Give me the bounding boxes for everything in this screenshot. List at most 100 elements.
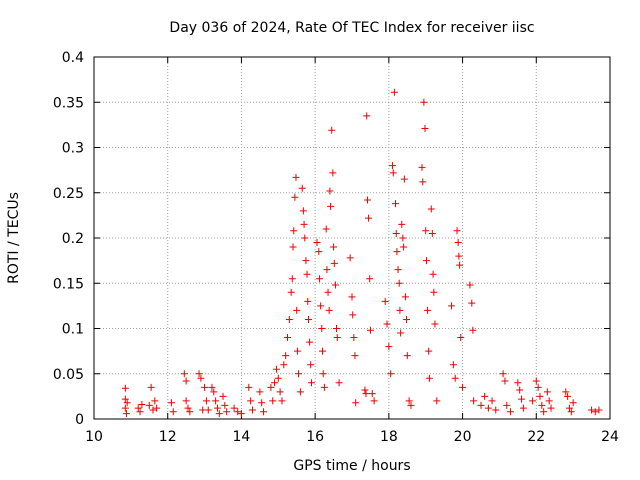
data-point [267,383,275,391]
data-point [393,248,401,256]
data-point [361,386,369,394]
data-point [324,288,332,296]
data-point [506,408,514,416]
data-point [538,401,546,409]
data-point [430,288,438,296]
data-point [468,299,476,307]
x-tick-label: 16 [306,429,324,445]
data-point [301,234,309,242]
data-point [514,379,522,387]
data-point [303,270,311,278]
data-point [488,397,496,405]
data-point [591,408,599,416]
data-point [351,352,359,360]
y-tick-label: 0.35 [53,95,84,111]
data-point [291,193,299,201]
data-point [318,325,326,332]
data-point [448,302,456,310]
data-point [300,220,308,228]
data-point [305,315,313,323]
data-point [399,234,407,242]
data-point [564,392,572,400]
data-point [256,388,264,396]
data-point [302,257,310,265]
data-point [532,377,540,385]
data-point [350,334,358,342]
data-point [180,370,188,378]
chart-title: Day 036 of 2024, Rate Of TEC Index for r… [169,20,534,36]
data-point [182,397,190,405]
data-point [323,266,331,274]
data-point [335,379,343,387]
data-point [213,404,221,412]
y-tick-label: 0.2 [62,231,84,247]
data-point [121,384,129,392]
data-point [481,392,489,400]
data-point [212,397,220,405]
data-point [313,239,321,247]
y-axis-label: ROTI / TECUs [6,192,22,284]
data-point [186,408,194,416]
x-tick-label: 24 [601,429,619,445]
data-point [543,388,551,396]
data-point [121,395,129,403]
data-point [595,406,603,414]
data-point [365,214,373,222]
data-point [484,404,492,412]
data-point [272,365,280,373]
data-point [569,399,577,407]
data-point [289,243,297,251]
data-point [234,408,242,416]
data-point [319,370,327,378]
data-point [346,254,354,262]
data-point [319,347,327,355]
data-point [315,248,323,256]
data-point [429,270,437,278]
data-point [282,352,290,360]
data-point [400,243,408,251]
data-point [285,315,293,323]
data-point [197,374,205,382]
data-point [407,401,415,409]
data-point [348,293,356,301]
data-point [260,408,268,416]
data-point [195,370,203,378]
data-point [295,370,303,378]
data-point [519,404,527,412]
data-point [248,406,256,414]
data-point [349,311,357,319]
data-point [333,334,341,342]
data-point [431,320,439,328]
data-point [459,383,467,391]
data-point [391,200,399,208]
data-point [466,281,474,289]
data-point [221,401,229,409]
data-point [400,175,408,183]
data-point [304,297,312,305]
data-point [492,406,500,414]
data-point [518,395,526,403]
data-point [245,383,253,391]
data-point [269,397,277,405]
data-point [449,361,457,369]
data-point [387,370,395,378]
x-tick-label: 14 [233,429,251,445]
data-point [368,390,376,398]
data-point [395,279,403,287]
data-point [547,404,555,412]
data-point [271,379,279,387]
data-point [352,399,360,407]
data-point [398,220,406,228]
data-point [419,178,427,186]
data-point [184,404,192,412]
data-point [169,408,177,416]
data-point [201,383,209,391]
data-point [210,388,218,396]
data-point [182,377,190,385]
data-point [529,397,537,405]
data-point [389,162,397,170]
data-point [422,227,430,235]
data-point [545,397,553,405]
